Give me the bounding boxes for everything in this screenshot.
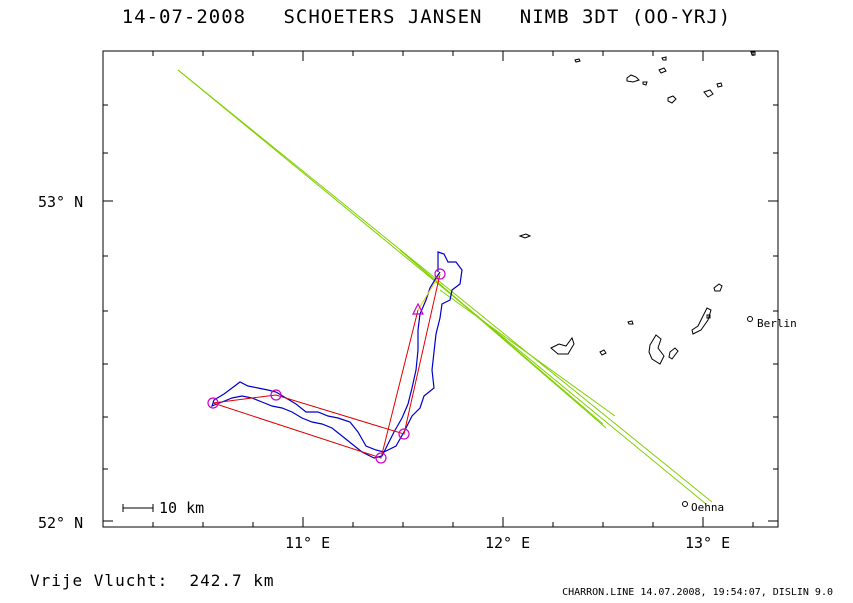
lat-label-53: 53° N bbox=[38, 193, 83, 211]
distance-value: 242.7 km bbox=[189, 571, 275, 590]
turnpoint-marker bbox=[270, 389, 282, 401]
footer-info: CHARRON.LINE 14.07.2008, 19:54:07, DISLI… bbox=[562, 587, 833, 598]
page-title: 14-07-2008 SCHOETERS JANSEN NIMB 3DT (OO… bbox=[121, 6, 732, 28]
flight-track bbox=[211, 251, 463, 459]
place-label-berlin: Berlin bbox=[757, 317, 797, 330]
scale-bar bbox=[122, 504, 154, 512]
place-label-oehna: Oehna bbox=[691, 501, 724, 514]
lat-label-52: 52° N bbox=[38, 514, 83, 532]
lon-label-12: 12° E bbox=[485, 534, 530, 552]
start-leg bbox=[417, 273, 441, 311]
lakes bbox=[518, 51, 756, 365]
task-legs bbox=[212, 273, 441, 459]
place-marker-oehna bbox=[682, 501, 688, 507]
place-marker-berlin bbox=[747, 316, 753, 322]
scale-bar-label: 10 km bbox=[159, 499, 204, 517]
turnpoint-marker bbox=[434, 268, 446, 280]
map-frame bbox=[102, 50, 779, 528]
start-triangle-icon bbox=[412, 302, 424, 315]
axis-ticks bbox=[103, 51, 778, 527]
lon-label-13: 13° E bbox=[685, 534, 730, 552]
turnpoints bbox=[207, 268, 446, 464]
airspace-boundaries bbox=[177, 69, 713, 505]
turnpoint-marker bbox=[375, 452, 387, 464]
lon-label-11: 11° E bbox=[285, 534, 330, 552]
distance-label: Vrije Vlucht: bbox=[30, 571, 169, 590]
distance-readout: Vrije Vlucht: 242.7 km bbox=[30, 571, 275, 590]
turnpoint-marker bbox=[398, 428, 410, 440]
turnpoint-marker bbox=[207, 397, 219, 409]
